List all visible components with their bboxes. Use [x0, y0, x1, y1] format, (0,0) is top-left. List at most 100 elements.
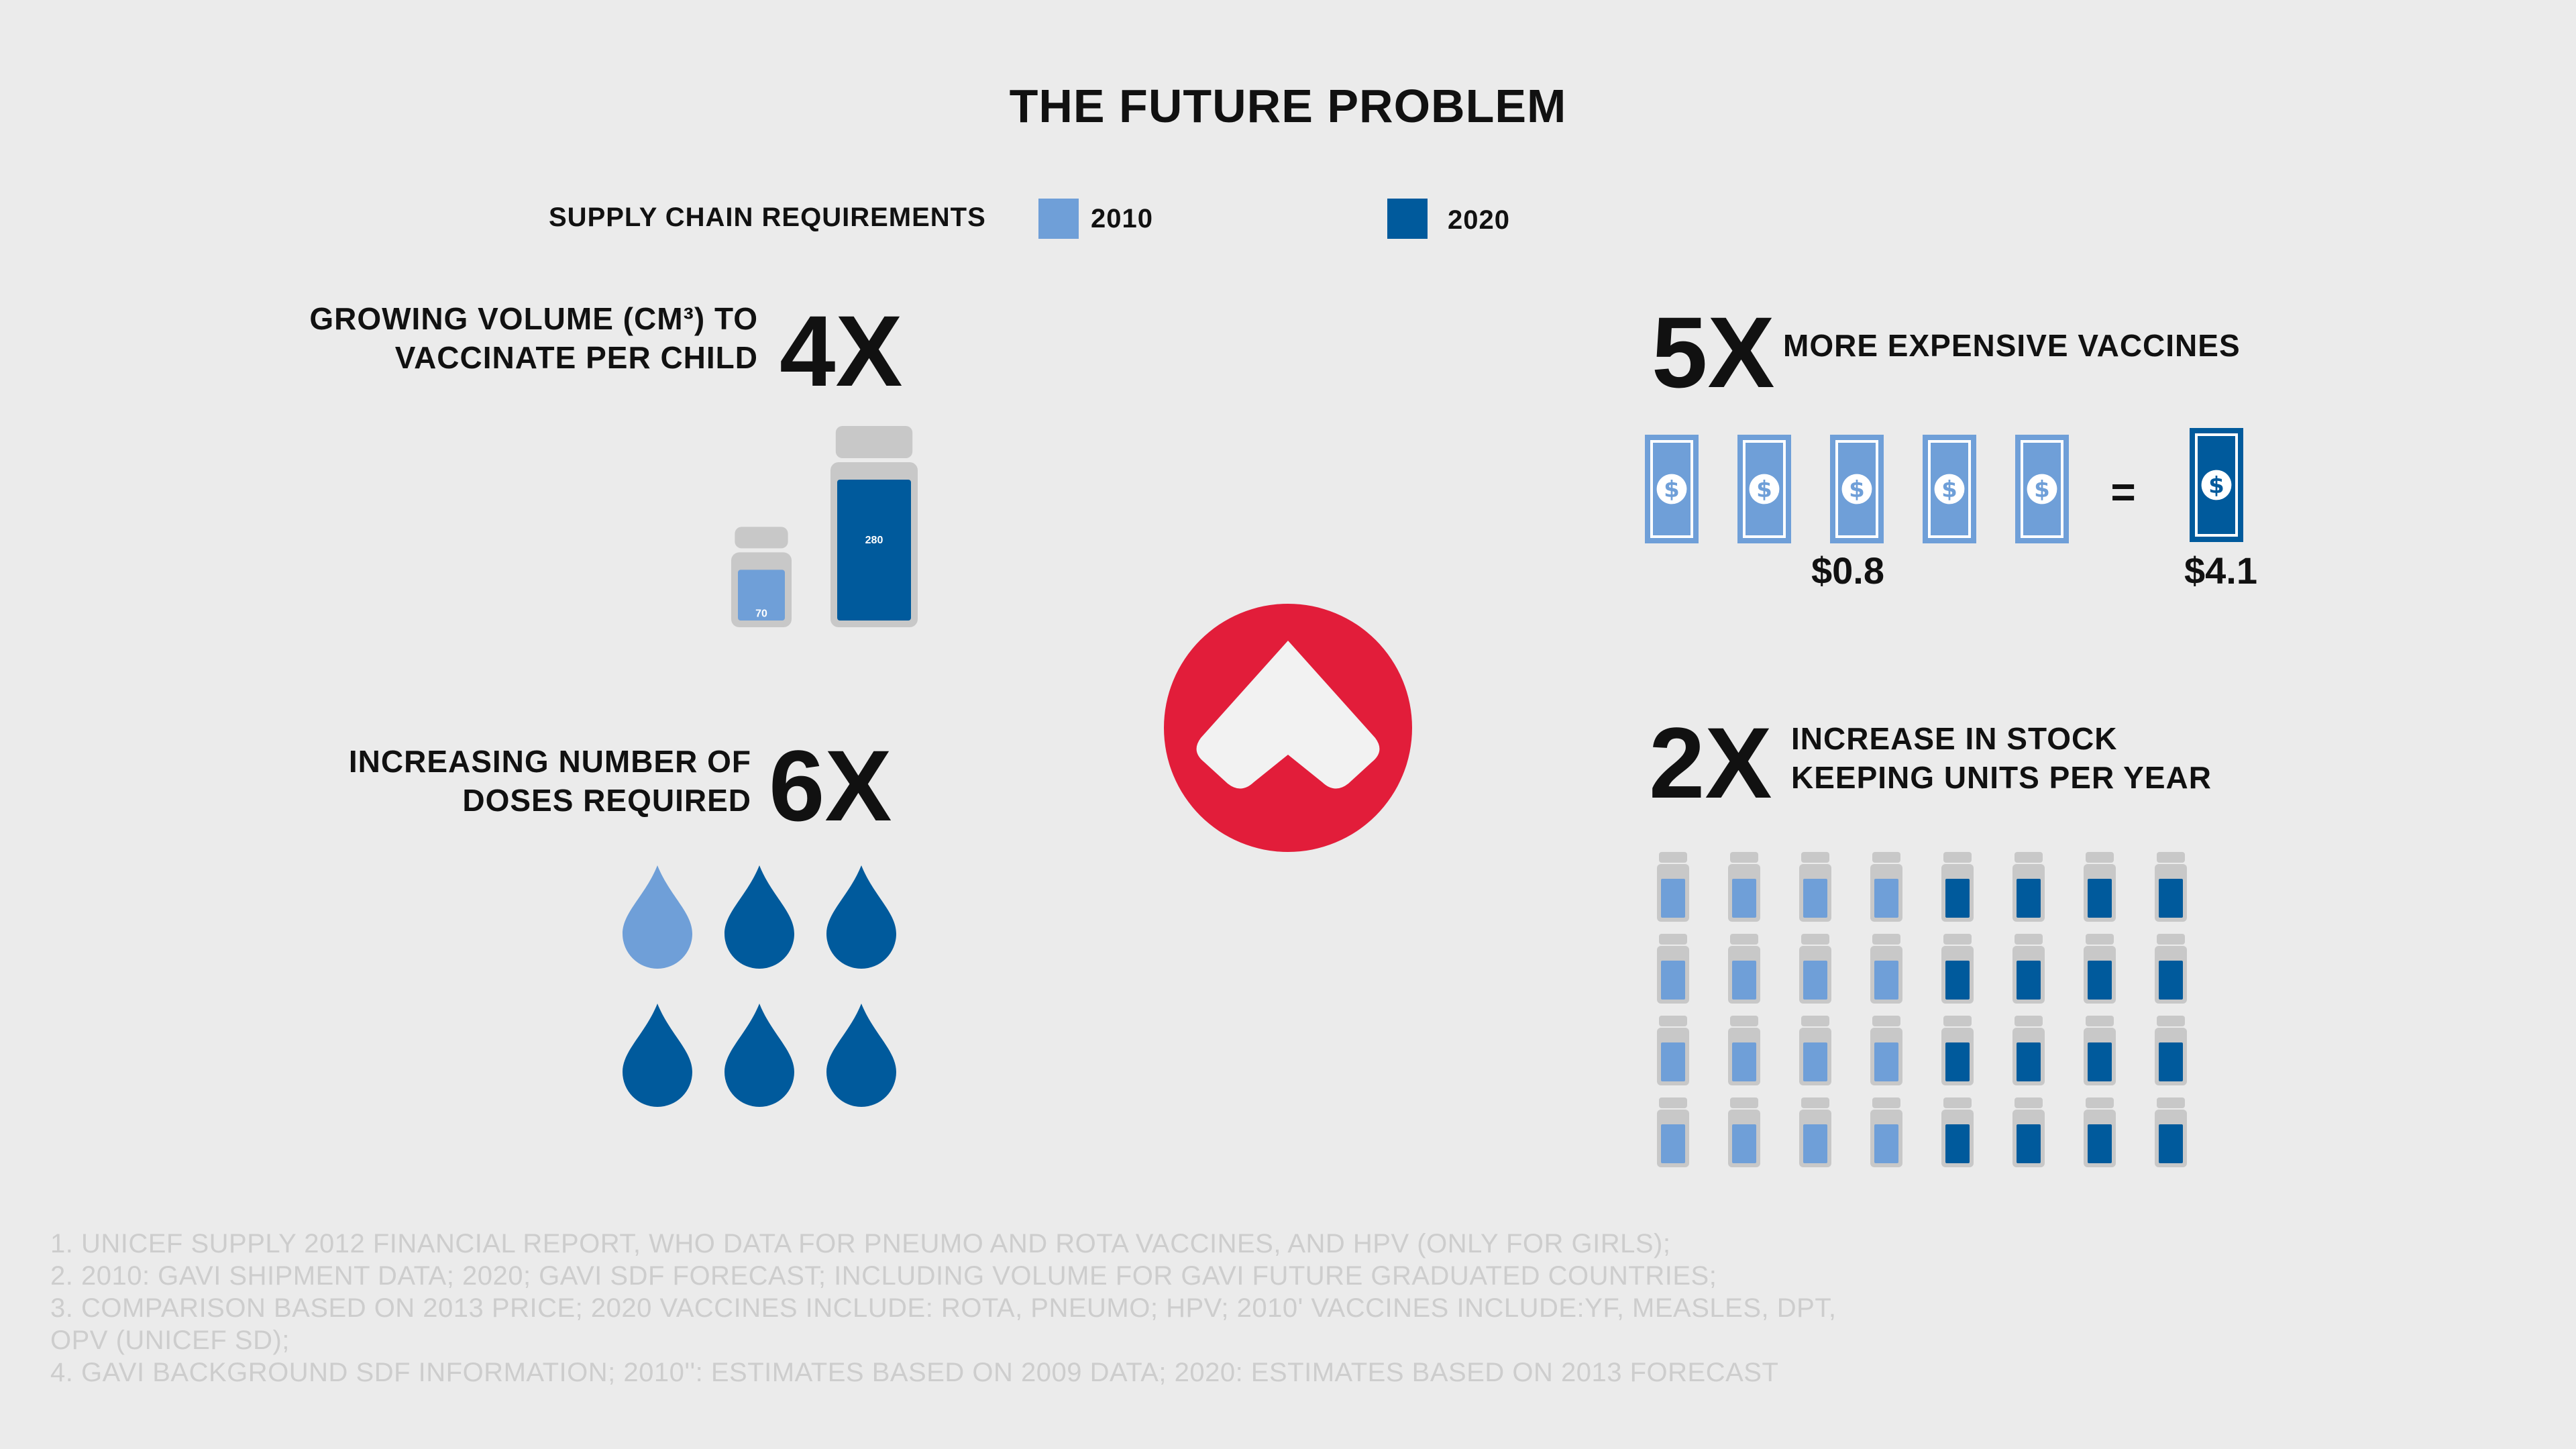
sku-vial-2010: [1728, 852, 1760, 922]
price-2020-label: $4.1: [2184, 549, 2257, 592]
page-title: THE FUTURE PROBLEM: [1009, 80, 1567, 132]
sku-vial-fill: [2017, 1042, 2041, 1081]
legend-swatch-2010: [1038, 199, 1079, 239]
dollar-icon: $: [1849, 476, 1865, 503]
sku-vial-cap: [1872, 1016, 1900, 1026]
sku-vial-fill: [1874, 961, 1898, 1000]
footnote-4: OPV (UNICEF SD);: [50, 1326, 290, 1355]
sku-vial-2010: [1870, 1016, 1902, 1085]
drop-icon-2020: [724, 1004, 794, 1107]
sku-vial-cap: [1872, 934, 1900, 945]
logo-arrow-icon: [1196, 641, 1380, 789]
sku-vial-cap: [2015, 934, 2043, 945]
sku-vial-2010: [1728, 1016, 1760, 1085]
sku-vial-cap: [1659, 852, 1687, 863]
sku-vial-grid: [1657, 852, 2187, 1167]
price-caption: MORE EXPENSIVE VACCINES: [1783, 328, 2241, 363]
sku-vial-fill: [1874, 1042, 1898, 1081]
sku-vial-2020: [1941, 852, 1974, 922]
sku-vial-fill: [2088, 1124, 2112, 1163]
sku-vial-2020: [2155, 934, 2187, 1004]
sku-vial-fill: [1661, 1124, 1685, 1163]
sku-vial-2020: [2155, 852, 2187, 922]
dollar-icon: $: [2208, 472, 2224, 499]
sku-vial-2010: [1657, 1097, 1689, 1167]
sku-vial-fill: [1874, 1124, 1898, 1163]
doses-caption-line-2: DOSES REQUIRED: [462, 783, 751, 818]
dollar-coin-icon: [1656, 474, 1687, 504]
sku-vial-cap: [2086, 934, 2114, 945]
sku-vial-2020: [2012, 852, 2045, 922]
sku-vial-fill: [1732, 1042, 1756, 1081]
dollar-icon: $: [1756, 476, 1772, 503]
dollar-icon: $: [1941, 476, 1957, 503]
sku-vial-cap: [1730, 852, 1758, 863]
sku-vial-fill: [2017, 879, 2041, 918]
vial-bar-2020: [837, 480, 911, 621]
sku-vial-fill: [1945, 879, 1970, 918]
doses-caption-line-1: INCREASING NUMBER OF: [348, 744, 751, 779]
sku-vial-2020: [1941, 1016, 1974, 1085]
sku-vial-fill: [2159, 1042, 2183, 1081]
doses-drops-chart: [623, 865, 896, 1107]
sku-vial-cap: [1872, 852, 1900, 863]
sku-vial-cap: [1943, 1016, 1972, 1026]
sku-vial-cap: [1943, 1097, 1972, 1108]
sku-vial-2020: [1941, 1097, 1974, 1167]
sku-vial-2010: [1657, 934, 1689, 1004]
vial-cap-2020: [835, 426, 913, 458]
sku-vial-2010: [1799, 1097, 1831, 1167]
volume-multiplier: 4X: [780, 294, 903, 407]
sku-vial-cap: [1659, 1097, 1687, 1108]
sku-vial-fill: [1661, 1042, 1685, 1081]
bill-icon-2010: $: [1737, 435, 1791, 543]
sku-vial-2010: [1870, 852, 1902, 922]
drop-icon-2020: [623, 1004, 692, 1107]
drop-icon-2020: [724, 865, 794, 969]
sku-vial-cap: [2086, 1016, 2114, 1026]
sku-vial-cap: [2015, 852, 2043, 863]
dollar-icon: $: [1664, 476, 1680, 503]
sku-vial-2020: [2084, 852, 2116, 922]
sku-vial-fill: [1732, 879, 1756, 918]
sku-vial-fill: [1803, 879, 1827, 918]
dollar-icon: $: [2034, 476, 2050, 503]
sku-vial-2010: [1870, 934, 1902, 1004]
sku-vial-2020: [2012, 934, 2045, 1004]
doses-multiplier: 6X: [769, 729, 892, 842]
drop-icon-2020: [826, 1004, 896, 1107]
sku-vial-cap: [1801, 1016, 1829, 1026]
sku-vial-fill: [1945, 1124, 1970, 1163]
sku-vial-2010: [1728, 1097, 1760, 1167]
price-bills-chart: $ $ $ $ $ = $: [1645, 428, 2243, 543]
vial-value-label-2010: 70: [755, 608, 767, 619]
sku-vial-cap: [1801, 1097, 1829, 1108]
sku-caption: INCREASE IN STOCK KEEPING UNITS PER YEAR: [1791, 719, 2212, 797]
drop-icon-2010: [623, 865, 692, 969]
sku-multiplier: 2X: [1649, 706, 1772, 819]
legend-swatch-2020: [1387, 199, 1428, 239]
sku-vial-2010: [1799, 852, 1831, 922]
sku-vial-cap: [2157, 1097, 2185, 1108]
sku-vial-2020: [2155, 1097, 2187, 1167]
bill-icon-2020: $: [2190, 428, 2243, 542]
sku-vial-2020: [2084, 1016, 2116, 1085]
sku-vial-cap: [1659, 934, 1687, 945]
legend-label-2020: 2020: [1448, 205, 1510, 235]
volume-vial-chart: 70 280: [731, 426, 918, 627]
legend-title: SUPPLY CHAIN REQUIREMENTS: [549, 203, 986, 232]
sku-vial-cap: [2015, 1016, 2043, 1026]
brand-logo: [1164, 604, 1412, 852]
bill-icon-2010: $: [1830, 435, 1884, 543]
sku-caption-line-2: KEEPING UNITS PER YEAR: [1791, 760, 2212, 795]
sku-vial-2010: [1728, 934, 1760, 1004]
sku-vial-fill: [2017, 961, 2041, 1000]
volume-caption-line-2: VACCINATE PER CHILD: [394, 340, 758, 375]
sku-vial-2010: [1657, 1016, 1689, 1085]
bill-icon-2010: $: [1923, 435, 1976, 543]
sku-vial-cap: [1730, 1097, 1758, 1108]
sku-vial-2010: [1870, 1097, 1902, 1167]
sku-vial-fill: [2159, 1124, 2183, 1163]
vial-value-label-2020: 280: [865, 535, 883, 546]
sku-vial-fill: [1803, 961, 1827, 1000]
